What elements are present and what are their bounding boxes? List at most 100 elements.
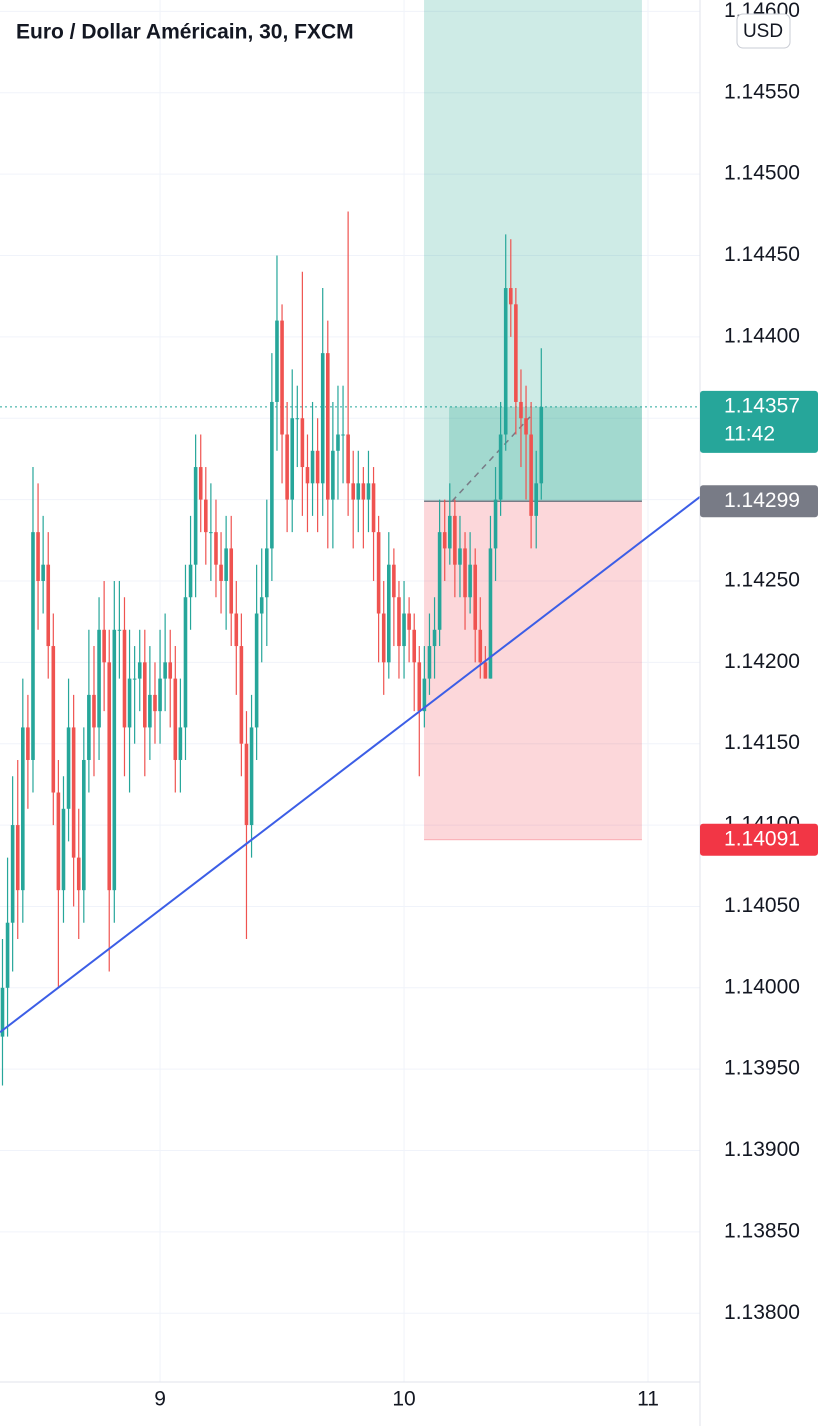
- candle-body: [92, 694, 96, 728]
- candle-body: [386, 564, 391, 663]
- candle-body: [437, 532, 442, 630]
- candle-body: [214, 532, 218, 565]
- candle-body: [417, 662, 422, 712]
- y-tick-label: 1.14000: [724, 975, 800, 998]
- candle-body: [422, 678, 427, 712]
- candle-body: [117, 629, 122, 631]
- candle-body: [524, 418, 528, 435]
- y-tick-label: 1.13950: [724, 1057, 800, 1080]
- candle-body: [143, 662, 147, 728]
- candle-body: [397, 597, 401, 647]
- candle-body: [26, 727, 30, 760]
- candle-body: [198, 467, 203, 500]
- candle-body: [351, 483, 356, 500]
- stop-zone: [424, 501, 642, 840]
- y-tick-label: 1.14500: [724, 162, 800, 185]
- candle-body: [204, 499, 208, 533]
- candle-body: [178, 727, 183, 760]
- countdown-label: 11:42: [724, 422, 775, 445]
- candle-body: [82, 759, 86, 891]
- candle-body: [371, 483, 376, 533]
- candle-body: [275, 320, 279, 402]
- candle-body: [41, 564, 45, 581]
- candle-body: [336, 434, 340, 451]
- candle-body: [127, 678, 132, 728]
- candle-body: [137, 662, 142, 679]
- candle-body: [158, 678, 162, 712]
- candle-body: [290, 418, 295, 500]
- candle-body: [483, 662, 488, 679]
- candle-body: [468, 564, 472, 598]
- y-tick-label: 1.13900: [724, 1138, 800, 1161]
- candle-body: [498, 434, 503, 500]
- candle-body: [244, 743, 249, 826]
- candle-body: [432, 629, 437, 647]
- open-profit-zone: [449, 406, 642, 502]
- candle-body: [453, 515, 457, 565]
- candle-body: [366, 483, 371, 500]
- candle-body: [249, 727, 254, 826]
- candle-body: [132, 678, 137, 680]
- x-tick-label: 11: [637, 1388, 659, 1411]
- candle-body: [534, 483, 539, 516]
- candle-body: [519, 401, 523, 419]
- candle-body: [5, 922, 10, 988]
- candle-body: [478, 629, 483, 663]
- candle-body: [183, 597, 188, 728]
- candle-body: [51, 646, 56, 793]
- candle-body: [325, 353, 330, 500]
- x-tick-label: 9: [154, 1388, 166, 1411]
- candle-body: [427, 646, 432, 679]
- y-tick-label: 1.14050: [724, 894, 800, 917]
- candle-body: [56, 792, 61, 891]
- y-tick-label: 1.14200: [724, 650, 800, 673]
- entry-price-label-box: [700, 485, 818, 518]
- candle-body: [310, 450, 315, 484]
- candle-body: [346, 434, 350, 484]
- candle-body: [188, 564, 193, 598]
- candle-body: [315, 450, 320, 484]
- y-tick-label: 1.14150: [724, 731, 800, 754]
- currency-label[interactable]: USD: [743, 21, 783, 42]
- candle-body: [239, 646, 244, 744]
- y-tick-label: 1.14250: [724, 569, 800, 592]
- plot-area: [0, 0, 700, 1086]
- candle-body: [209, 532, 213, 534]
- x-tick-label: 10: [392, 1388, 415, 1411]
- y-tick-label: 1.14450: [724, 243, 800, 266]
- candle-body: [488, 548, 493, 679]
- candle-body: [320, 353, 325, 484]
- candle-body: [107, 662, 112, 891]
- candle-body: [219, 564, 223, 581]
- candle-body: [381, 613, 386, 663]
- candle-body: [97, 629, 101, 728]
- candle-body: [15, 825, 20, 891]
- candle-body: [295, 418, 300, 420]
- candle-body: [361, 483, 366, 500]
- candle-body: [229, 548, 234, 614]
- y-tick-label: 1.14400: [724, 324, 800, 347]
- candle-body: [285, 434, 289, 500]
- chart-title: Euro / Dollar Américain, 30, FXCM: [16, 21, 354, 44]
- last-price-label: 1.14357: [724, 394, 800, 417]
- candle-body: [356, 483, 361, 500]
- candle-body: [376, 532, 381, 614]
- y-tick-label: 1.13800: [724, 1301, 800, 1324]
- last-price-box: [700, 390, 818, 453]
- progress-line: [451, 416, 531, 502]
- candle-body: [71, 727, 76, 858]
- candle-body: [300, 418, 305, 468]
- candle-body: [87, 694, 91, 760]
- candle-body: [259, 597, 264, 614]
- candle-body: [254, 613, 259, 728]
- candle-body: [168, 662, 173, 679]
- candle-body: [66, 727, 71, 809]
- candle-body: [341, 434, 345, 436]
- candle-body: [458, 548, 462, 565]
- currency-button[interactable]: [736, 13, 791, 49]
- candle-body: [193, 467, 198, 565]
- candle-body: [76, 857, 81, 891]
- candle-body: [447, 515, 452, 549]
- candle-body: [508, 288, 513, 305]
- candle-body: [36, 532, 40, 581]
